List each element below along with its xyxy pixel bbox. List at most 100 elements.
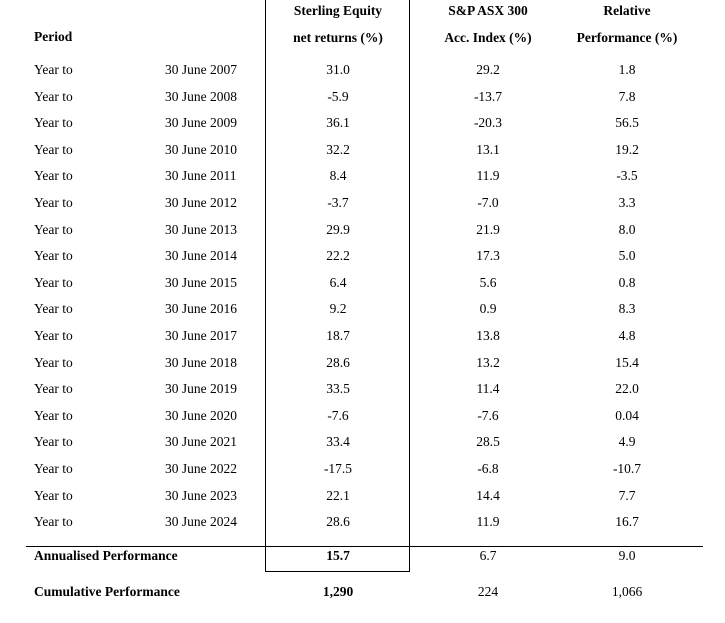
row-fund-return: -3.7	[327, 195, 349, 210]
row-period-label: Year to	[34, 328, 73, 343]
row-relative-performance: -10.7	[612, 461, 642, 476]
row-period-label: Year to	[34, 89, 73, 104]
row-period-date: 30 June 2017	[165, 328, 237, 343]
row-period-date: 30 June 2014	[165, 248, 237, 263]
row-relative-performance: 0.8	[618, 275, 636, 290]
row-index-return: -7.6	[477, 408, 499, 423]
row-fund-return: 9.2	[329, 301, 347, 316]
row-relative-performance: 7.7	[618, 488, 636, 503]
row-relative-performance: 0.04	[615, 408, 639, 423]
row-index-return: 11.4	[476, 381, 500, 396]
row-period-label: Year to	[34, 222, 73, 237]
row-index-return: 17.3	[476, 248, 500, 263]
row-relative-performance: -3.5	[616, 168, 638, 183]
annualised-fund: 15.7	[326, 548, 350, 563]
row-period-date: 30 June 2008	[165, 89, 237, 104]
row-period-date: 30 June 2023	[165, 488, 237, 503]
row-fund-return: 32.2	[326, 142, 350, 157]
row-period-date: 30 June 2012	[165, 195, 237, 210]
row-period-label: Year to	[34, 514, 73, 529]
row-relative-performance: 1.8	[618, 62, 636, 77]
row-index-return: 11.9	[476, 168, 500, 183]
annualised-relative: 9.0	[618, 548, 636, 563]
cumulative-index: 224	[477, 584, 499, 599]
row-index-return: 11.9	[476, 514, 500, 529]
row-index-return: -20.3	[473, 115, 503, 130]
header-fund-line2: net returns (%)	[293, 30, 383, 45]
annualised-index: 6.7	[479, 548, 497, 563]
row-period-label: Year to	[34, 488, 73, 503]
row-fund-return: -5.9	[327, 89, 349, 104]
row-fund-return: 22.1	[326, 488, 350, 503]
cumulative-relative: 1,066	[611, 584, 643, 599]
row-index-return: -6.8	[477, 461, 499, 476]
row-relative-performance: 19.2	[615, 142, 639, 157]
row-fund-return: 18.7	[326, 328, 350, 343]
row-relative-performance: 16.7	[615, 514, 639, 529]
row-period-label: Year to	[34, 434, 73, 449]
row-index-return: -7.0	[477, 195, 499, 210]
row-period-label: Year to	[34, 408, 73, 423]
row-fund-return: 28.6	[326, 355, 350, 370]
row-relative-performance: 5.0	[618, 248, 636, 263]
row-period-date: 30 June 2018	[165, 355, 237, 370]
row-period-date: 30 June 2024	[165, 514, 237, 529]
row-fund-return: -17.5	[323, 461, 353, 476]
row-period-date: 30 June 2021	[165, 434, 237, 449]
row-period-label: Year to	[34, 62, 73, 77]
header-index-line1: S&P ASX 300	[448, 3, 528, 18]
row-relative-performance: 8.0	[618, 222, 636, 237]
row-period-label: Year to	[34, 355, 73, 370]
row-relative-performance: 8.3	[618, 301, 636, 316]
header-period: Period	[34, 29, 73, 44]
row-index-return: 5.6	[479, 275, 497, 290]
row-fund-return: 31.0	[326, 62, 350, 77]
row-fund-return: 29.9	[326, 222, 350, 237]
fund-column-outline	[265, 0, 410, 572]
row-fund-return: 33.5	[326, 381, 350, 396]
row-relative-performance: 4.9	[618, 434, 636, 449]
row-period-date: 30 June 2016	[165, 301, 237, 316]
row-fund-return: -7.6	[327, 408, 349, 423]
row-index-return: 0.9	[479, 301, 497, 316]
row-period-date: 30 June 2013	[165, 222, 237, 237]
row-period-label: Year to	[34, 142, 73, 157]
cumulative-label: Cumulative Performance	[34, 584, 180, 599]
row-period-date: 30 June 2019	[165, 381, 237, 396]
row-period-label: Year to	[34, 381, 73, 396]
annualised-label: Annualised Performance	[34, 548, 178, 563]
row-index-return: 21.9	[476, 222, 500, 237]
row-period-date: 30 June 2010	[165, 142, 237, 157]
row-index-return: 13.2	[476, 355, 500, 370]
row-index-return: -13.7	[473, 89, 503, 104]
cumulative-fund: 1,290	[322, 584, 354, 599]
row-period-date: 30 June 2007	[165, 62, 237, 77]
row-period-label: Year to	[34, 115, 73, 130]
row-fund-return: 33.4	[326, 434, 350, 449]
header-fund-line1: Sterling Equity	[293, 3, 383, 18]
row-index-return: 14.4	[476, 488, 500, 503]
row-index-return: 28.5	[476, 434, 500, 449]
row-fund-return: 8.4	[329, 168, 347, 183]
row-relative-performance: 4.8	[618, 328, 636, 343]
row-period-label: Year to	[34, 248, 73, 263]
row-index-return: 13.8	[476, 328, 500, 343]
row-relative-performance: 7.8	[618, 89, 636, 104]
row-period-date: 30 June 2011	[165, 168, 237, 183]
header-relative-line2: Performance (%)	[576, 30, 678, 45]
row-period-label: Year to	[34, 275, 73, 290]
row-period-label: Year to	[34, 168, 73, 183]
summary-divider	[26, 546, 703, 547]
row-fund-return: 6.4	[329, 275, 347, 290]
row-fund-return: 36.1	[326, 115, 350, 130]
row-period-label: Year to	[34, 301, 73, 316]
row-period-label: Year to	[34, 195, 73, 210]
row-relative-performance: 22.0	[615, 381, 639, 396]
row-relative-performance: 15.4	[615, 355, 639, 370]
header-relative-line1: Relative	[603, 3, 651, 18]
row-index-return: 13.1	[476, 142, 500, 157]
row-index-return: 29.2	[476, 62, 500, 77]
row-period-date: 30 June 2020	[165, 408, 237, 423]
row-period-date: 30 June 2015	[165, 275, 237, 290]
row-fund-return: 28.6	[326, 514, 350, 529]
